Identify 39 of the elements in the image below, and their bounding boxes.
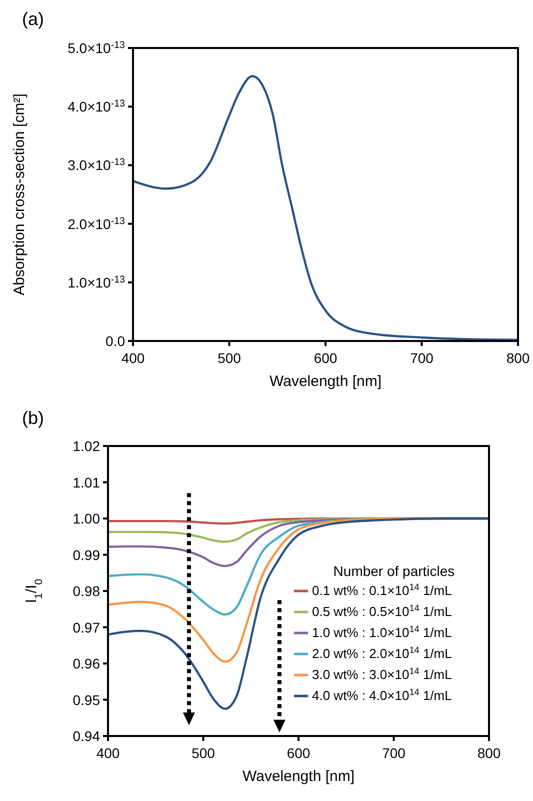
y-tick-label: 0.94 (72, 728, 100, 744)
legend-label: 2.0 wt% : 2.0×10$^{14}$ 1/mL (312, 645, 452, 661)
y-axis-title: Absorption cross-section [cm²] (11, 94, 28, 296)
y-tick-label: 0.96 (72, 656, 100, 672)
x-tick-label: 800 (506, 350, 530, 366)
y-tick-label: 0.97 (72, 619, 100, 636)
legend-title: Number of particles (333, 563, 455, 579)
x-axis-title: Wavelength [nm] (242, 768, 354, 785)
x-tick-label: 800 (477, 745, 501, 761)
x-tick-label: 500 (218, 350, 242, 366)
x-tick-label: 600 (286, 745, 310, 761)
chart-title: (b) (22, 408, 44, 428)
y-tick-label: 0.0 (106, 333, 126, 349)
legend-label: 3.0 wt% : 3.0×10$^{14}$ 1/mL (312, 666, 452, 682)
x-tick-label: 600 (314, 350, 338, 366)
y-tick-label: 4.0×10$^{-13}$ (68, 98, 126, 115)
y-tick-label: 1.0×10$^{-13}$ (68, 274, 126, 290)
x-axis-title: Wavelength [nm] (270, 373, 382, 390)
x-tick-label: 500 (192, 745, 216, 761)
y-tick-label: 3.0×10$^{-13}$ (68, 156, 126, 174)
x-tick-label: 400 (121, 350, 145, 366)
y-tick-label: 1.02 (72, 438, 100, 454)
legend-label: 0.1 wt% : 0.1×10$^{14}$ 1/mL (312, 582, 452, 598)
y-tick-label: 1.01 (72, 474, 100, 490)
y-tick-label: 1.00 (72, 510, 100, 526)
y-tick-label: 0.98 (72, 583, 100, 599)
y-tick-label: 0.95 (72, 692, 100, 708)
y-tick-label: 5.0×10$^{-13}$ (68, 40, 126, 56)
legend-label: 4.0 wt% : 4.0×10$^{14}$ 1/mL (312, 687, 452, 703)
y-tick-label: 2.0×10$^{-13}$ (68, 215, 126, 232)
x-tick-label: 700 (382, 745, 406, 761)
line-series (106, 517, 490, 710)
x-tick-label: 400 (96, 745, 120, 761)
legend-label: 0.5 wt% : 0.5×10$^{14}$ 1/mL (312, 603, 452, 619)
legend-label: 1.0 wt% : 1.0×10$^{14}$ 1/mL (312, 624, 452, 640)
y-tick-label: 0.99 (72, 546, 100, 563)
chart-title: (a) (22, 9, 44, 29)
x-tick-label: 700 (410, 350, 434, 366)
line-series (132, 75, 520, 341)
